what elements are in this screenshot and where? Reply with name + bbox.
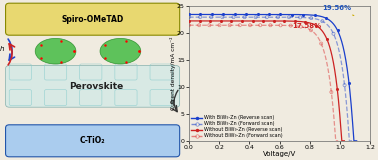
Point (308, 17, 314, 19)
Point (281, 20, 287, 22)
Point (346, 81, 352, 84)
Point (334, 88, 340, 90)
Point (267, 24, 273, 27)
Point (318, 42, 324, 45)
Text: 19.56%: 19.56% (322, 5, 354, 16)
Point (300, 13, 306, 16)
Point (308, 29, 314, 32)
Legend: With BiW₉-Zn (Reverse scan), With BiW₉-Zn (Forward scan), Without BiW₉-Zn (Rever: With BiW₉-Zn (Reverse scan), With BiW₉-Z… (191, 115, 283, 139)
Point (298, 25, 304, 28)
Point (242, 16, 248, 18)
Point (254, 13, 260, 16)
Point (247, 24, 253, 27)
Point (275, 16, 281, 18)
FancyBboxPatch shape (6, 3, 180, 35)
Text: C-TiO₂: C-TiO₂ (80, 136, 105, 145)
Point (197, 13, 203, 16)
Point (232, 13, 238, 16)
Text: h: h (0, 46, 4, 52)
X-axis label: Voltage/V: Voltage/V (263, 151, 296, 157)
Point (292, 20, 298, 23)
Point (239, 20, 245, 22)
Point (206, 24, 212, 27)
Point (260, 20, 266, 22)
Point (208, 16, 214, 18)
Point (209, 13, 215, 16)
Point (186, 13, 192, 16)
Point (302, 21, 308, 23)
Ellipse shape (100, 38, 141, 64)
Point (313, 24, 319, 27)
Point (297, 16, 303, 19)
Point (257, 24, 263, 27)
Text: 17.58%: 17.58% (292, 23, 321, 29)
Point (220, 13, 226, 16)
Point (186, 16, 192, 18)
Point (264, 16, 270, 18)
Point (218, 20, 224, 22)
Point (288, 24, 294, 27)
Point (243, 13, 249, 16)
Point (328, 91, 335, 93)
Point (289, 13, 295, 16)
Point (323, 17, 329, 20)
Point (342, 84, 348, 86)
Point (271, 20, 277, 22)
Point (219, 16, 225, 18)
Point (324, 37, 330, 40)
Y-axis label: Current density/mA cm⁻²: Current density/mA cm⁻² (170, 37, 175, 110)
Text: Spiro-OMeTAD: Spiro-OMeTAD (62, 15, 124, 24)
Point (319, 20, 325, 22)
Point (312, 14, 318, 17)
FancyBboxPatch shape (6, 125, 180, 157)
Point (249, 20, 256, 22)
Point (217, 24, 223, 27)
Point (207, 20, 213, 22)
Point (186, 24, 192, 27)
Point (286, 16, 292, 19)
Point (186, 20, 192, 22)
Point (335, 29, 341, 32)
Ellipse shape (35, 38, 76, 64)
Point (277, 24, 284, 27)
Point (197, 20, 203, 22)
Point (227, 24, 233, 27)
Point (197, 16, 203, 18)
Point (253, 16, 259, 18)
Point (228, 20, 234, 22)
FancyBboxPatch shape (6, 66, 180, 107)
Point (277, 13, 284, 16)
Text: e: e (170, 99, 174, 105)
Text: Perovskite: Perovskite (69, 82, 124, 91)
Point (231, 16, 237, 18)
Point (330, 32, 336, 35)
Point (196, 24, 202, 27)
Point (237, 24, 243, 27)
Point (266, 13, 272, 16)
